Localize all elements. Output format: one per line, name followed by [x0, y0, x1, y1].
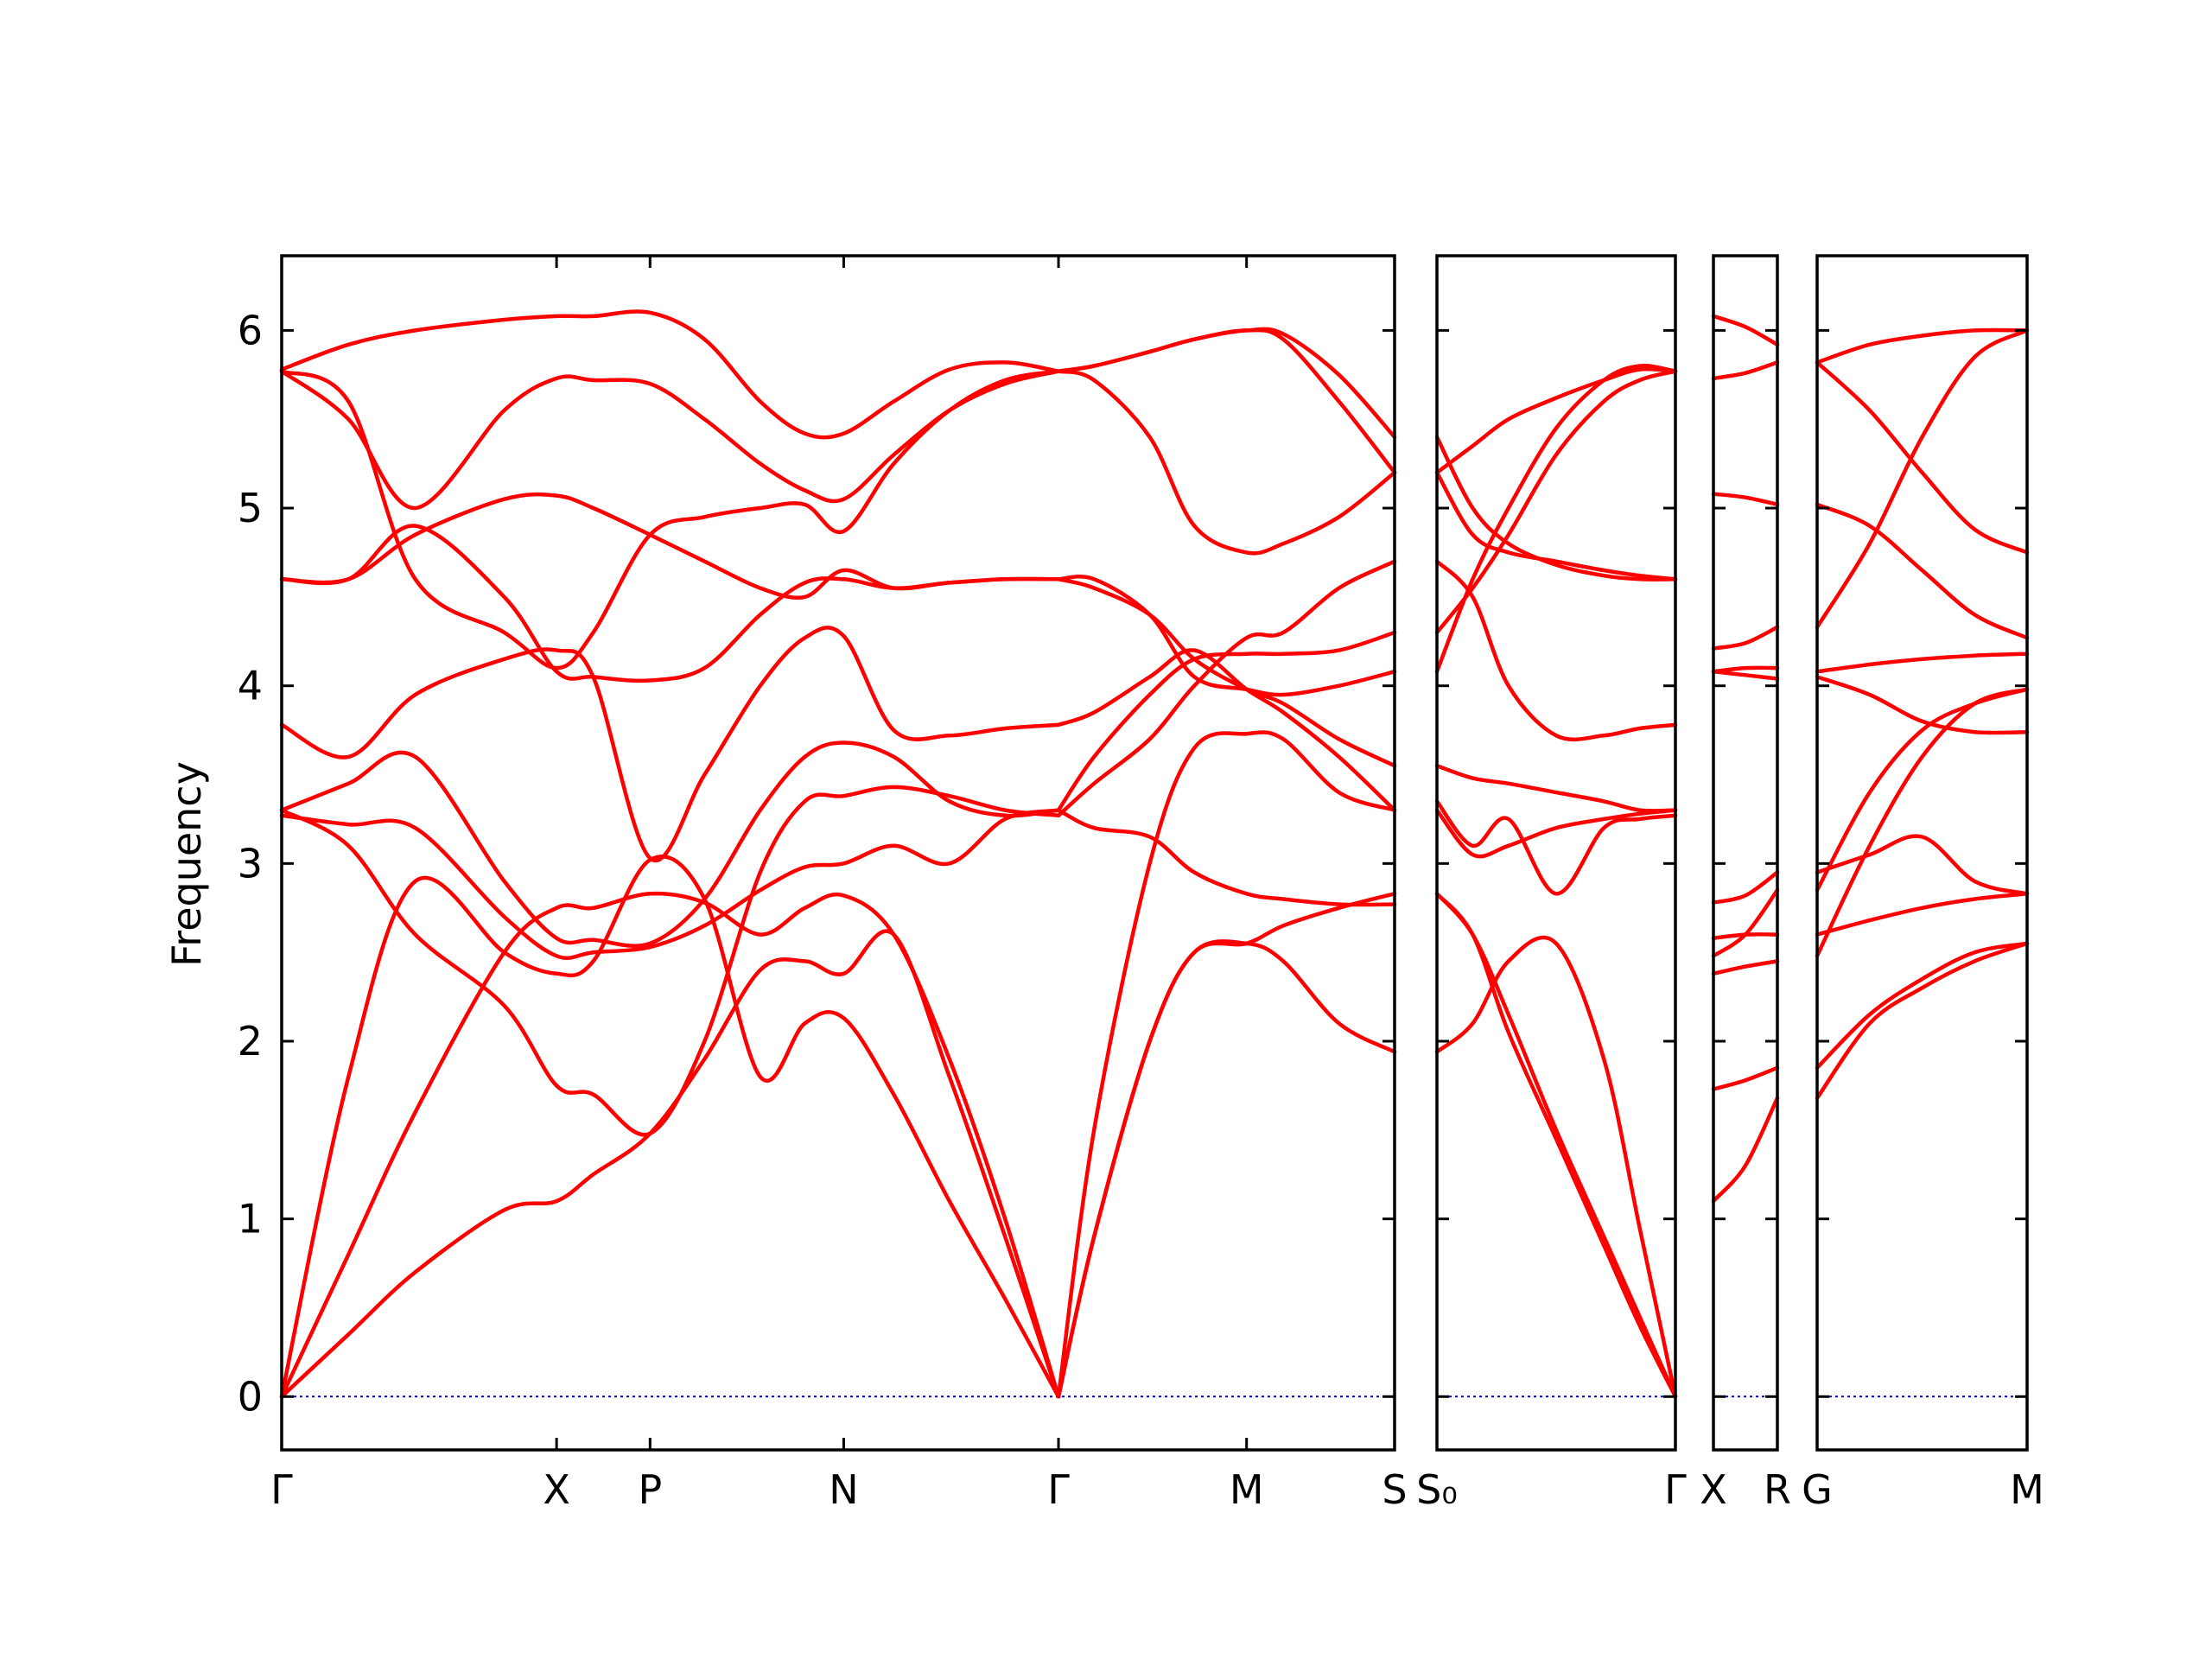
y-tick-label-6: 6	[238, 307, 263, 353]
band-1-13	[1056, 939, 1397, 1399]
panel-frame-2	[1435, 254, 1677, 1452]
band-3-8	[1711, 665, 1780, 674]
band-3-3	[1711, 959, 1780, 976]
band-1-12	[279, 309, 1061, 440]
band-3-9	[1711, 625, 1780, 651]
band-1-10	[279, 369, 1061, 671]
band-2-11	[1434, 470, 1678, 582]
panel-frame-1	[280, 254, 1396, 1452]
band-2-8	[1434, 363, 1678, 674]
band-1-24	[1056, 327, 1397, 440]
band-1-9	[279, 492, 1061, 600]
band-1-15	[1056, 730, 1397, 1399]
band-4-1	[1815, 941, 2030, 1101]
y-tick-label-3: 3	[238, 840, 263, 887]
band-3-12	[1711, 314, 1780, 347]
band-4-2	[1815, 941, 2030, 1071]
band-1-2	[279, 891, 1061, 1399]
band-4-9	[1815, 328, 2030, 630]
band-1-11	[279, 369, 1061, 511]
band-4-4	[1815, 834, 2030, 896]
band-4-6	[1815, 687, 2030, 958]
y-tick-label-0: 0	[238, 1373, 263, 1420]
band-3-7	[1711, 669, 1780, 681]
y-axis-title: Frequency	[163, 761, 210, 967]
band-2-12	[1434, 435, 1678, 582]
band-2-4	[1434, 808, 1678, 859]
band-1-16	[1056, 808, 1397, 907]
phonon-bands	[279, 309, 2030, 1399]
x-tick-label-1-4: N	[829, 1466, 858, 1513]
band-2-9	[1434, 369, 1678, 635]
band-3-1	[1711, 1096, 1780, 1204]
band-2-10	[1434, 366, 1678, 475]
band-4-7	[1815, 675, 2030, 735]
band-1-5	[279, 808, 1061, 961]
band-1-21	[1056, 575, 1397, 697]
band-4-3	[1815, 892, 2030, 937]
x-tick-label-3-2: R	[1764, 1466, 1791, 1513]
band-1-8	[279, 524, 1061, 683]
band-1-17	[1056, 559, 1397, 818]
band-2-6	[1434, 763, 1678, 813]
band-4-11	[1815, 360, 2030, 555]
band-1-22	[1056, 369, 1397, 556]
x-tick-label-4-2: M	[2010, 1466, 2044, 1513]
band-1-19	[1056, 648, 1397, 812]
band-1-23	[1056, 327, 1397, 475]
band-1-3	[279, 855, 1061, 1399]
band-3-6	[1711, 870, 1780, 905]
band-1-14	[1056, 892, 1397, 1399]
tick-marks	[280, 256, 2029, 1450]
band-4-12	[1815, 327, 2030, 365]
x-tick-label-3-1: X	[1700, 1466, 1727, 1513]
band-3-5	[1711, 932, 1780, 940]
y-tick-label-5: 5	[238, 485, 263, 531]
band-1-18	[1056, 630, 1397, 812]
x-tick-label-1-7: S	[1382, 1466, 1407, 1513]
band-1-4	[279, 785, 1061, 1137]
x-tick-label-4-1: G	[1802, 1466, 1833, 1513]
band-3-2	[1711, 1065, 1780, 1091]
band-3-10	[1711, 492, 1780, 507]
panel-frame-3	[1712, 254, 1779, 1452]
y-tick-label-4: 4	[238, 663, 263, 709]
band-4-10	[1815, 502, 2030, 640]
band-2-1	[1434, 935, 1678, 1399]
band-2-7	[1434, 559, 1678, 742]
band-1-20	[1056, 577, 1397, 768]
band-3-11	[1711, 360, 1780, 381]
x-tick-label-1-3: P	[638, 1466, 662, 1513]
panel-frames	[280, 254, 2029, 1452]
band-2-5	[1434, 799, 1678, 896]
band-2-3	[1434, 892, 1678, 1399]
x-tick-label-1-1: Γ	[270, 1466, 293, 1513]
band-1-6	[279, 741, 1061, 948]
x-tick-label-2-2: Γ	[1664, 1466, 1687, 1513]
x-tick-label-1-5: Γ	[1047, 1466, 1070, 1513]
x-tick-label-1-6: M	[1230, 1466, 1264, 1513]
x-tick-label-1-2: X	[543, 1466, 570, 1513]
panel-frame-4	[1815, 254, 2029, 1452]
y-tick-label-1: 1	[238, 1196, 263, 1243]
band-1-7	[279, 626, 1061, 863]
band-1-1	[279, 929, 1061, 1399]
x-tick-label-2-1: S₀	[1416, 1466, 1458, 1513]
y-tick-label-2: 2	[238, 1018, 263, 1065]
band-4-8	[1815, 652, 2030, 674]
